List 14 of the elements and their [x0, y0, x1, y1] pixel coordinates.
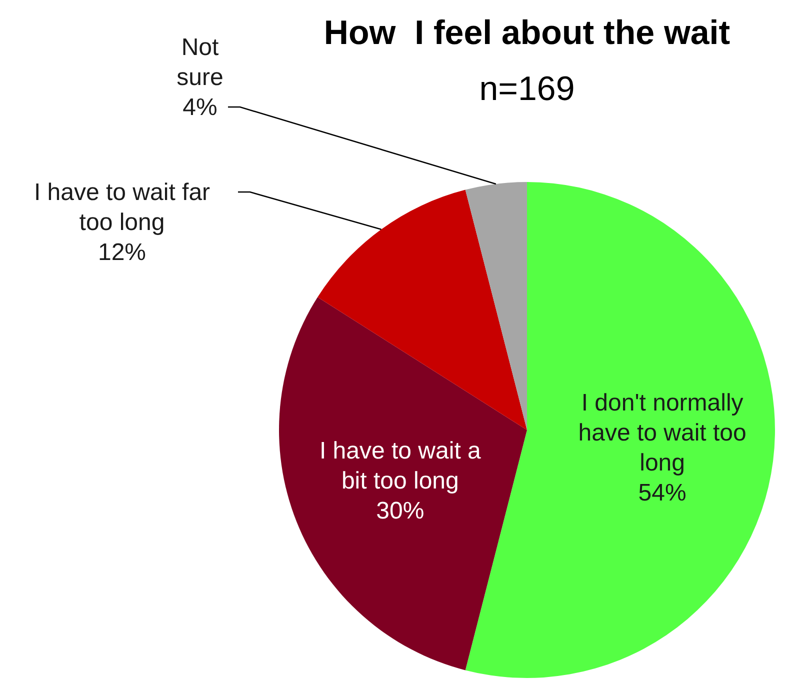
- pie-slice: [465, 182, 527, 430]
- data-label: 54%: [638, 479, 686, 506]
- pie-slice: [465, 182, 775, 678]
- data-label: 30%: [376, 498, 424, 525]
- slice-label: I don't normally have to wait too long: [578, 389, 746, 476]
- text: n=169: [479, 70, 575, 108]
- chart-title: How I feel about the wait: [324, 14, 730, 52]
- slice-label: I have to wait a bit too long: [319, 438, 482, 495]
- pie-slice: [279, 297, 527, 670]
- data-label: 12%: [98, 239, 146, 266]
- pie-slice: [318, 190, 527, 430]
- slice-label: Not sure: [176, 34, 224, 91]
- slice-label: I have to wait far too long: [34, 179, 210, 236]
- data-label: 4%: [182, 94, 218, 121]
